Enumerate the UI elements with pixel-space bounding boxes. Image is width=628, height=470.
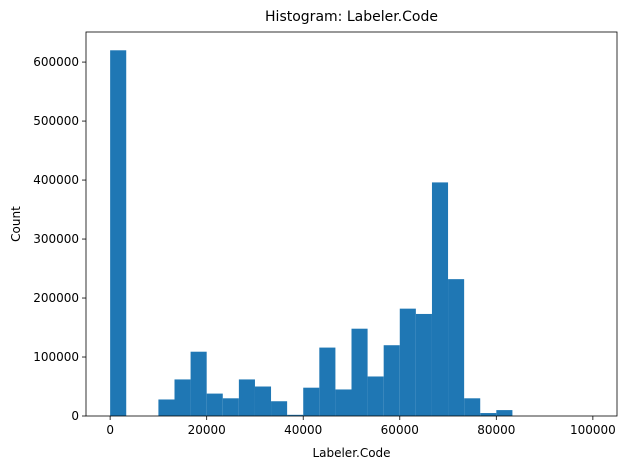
histogram-bar [238, 379, 255, 416]
y-tick-label: 200000 [33, 291, 79, 305]
y-tick-label: 500000 [33, 114, 79, 128]
y-axis-title: Count [9, 206, 23, 242]
histogram-bar [464, 398, 481, 416]
histogram-bar [351, 328, 368, 416]
histogram-bar [415, 313, 432, 416]
x-tick-label: 60000 [381, 423, 419, 437]
x-axis-title: Labeler.Code [312, 446, 390, 460]
histogram-bar [110, 50, 127, 416]
y-tick-label: 0 [71, 409, 79, 423]
histogram-bar [431, 182, 449, 416]
histogram-bar [174, 379, 191, 416]
plot-area-frame [85, 31, 618, 417]
x-tick-label: 100000 [570, 423, 616, 437]
histogram-bar [399, 308, 416, 416]
x-tick-label: 20000 [188, 423, 226, 437]
histogram-bar [287, 414, 304, 416]
histogram-bar [383, 345, 400, 416]
histogram-bar [222, 398, 239, 416]
histogram-bar [367, 376, 384, 416]
histogram-bar [448, 279, 465, 416]
histogram-bar [496, 410, 513, 416]
x-tick-label: 40000 [284, 423, 322, 437]
x-tick-label: 80000 [477, 423, 515, 437]
histogram-bar [190, 351, 207, 416]
histogram-bar [254, 386, 272, 416]
y-tick-label: 300000 [33, 232, 79, 246]
x-axis-ticks: 0 20000 40000 60000 80000 100000 [106, 416, 616, 437]
bars-group [110, 50, 513, 416]
y-tick-label: 100000 [33, 350, 79, 364]
histogram-bar [480, 413, 497, 416]
y-tick-label: 600000 [33, 55, 79, 69]
y-axis-ticks: 0 100000 200000 300000 400000 500000 600000 [33, 55, 86, 423]
histogram-bar [319, 347, 336, 416]
histogram-bar [206, 393, 223, 416]
chart-title: Histogram: Labeler.Code [265, 9, 438, 25]
histogram-bar [303, 387, 320, 416]
histogram-bar [335, 389, 352, 416]
y-tick-label: 400000 [33, 173, 79, 187]
histogram-bar [158, 399, 175, 416]
x-tick-label: 0 [106, 423, 114, 437]
histogram-bar [271, 401, 288, 416]
